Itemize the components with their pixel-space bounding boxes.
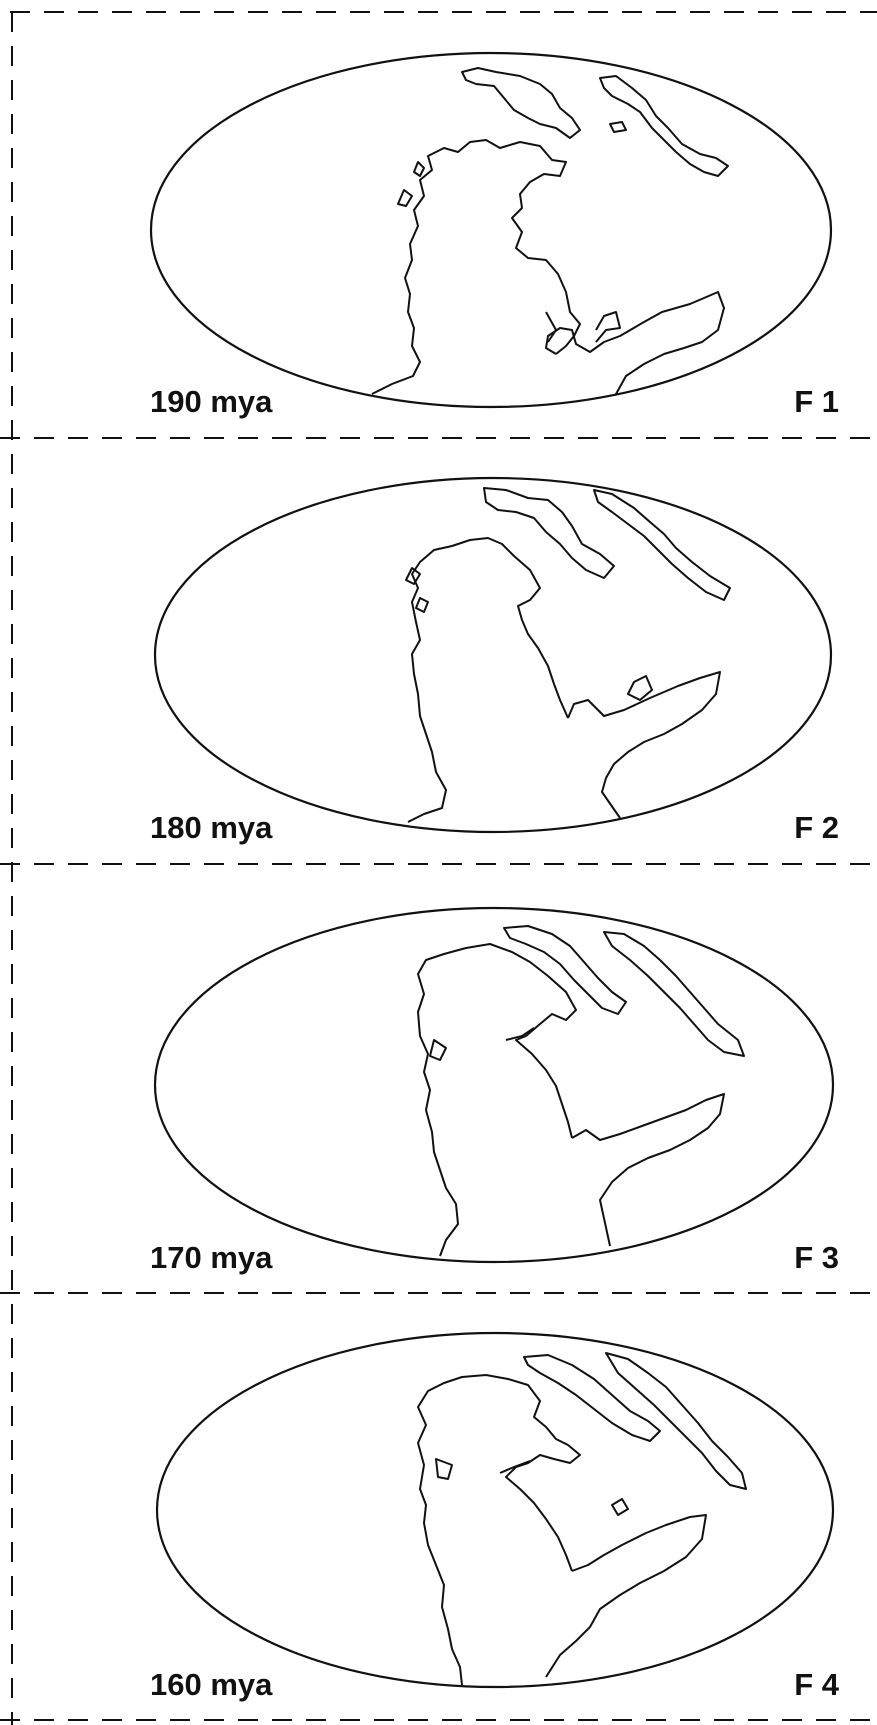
world-map-160-mya bbox=[155, 1331, 835, 1689]
northern-island-2 bbox=[593, 489, 731, 601]
pangaea-coastline-west bbox=[371, 139, 581, 395]
northern-island-1 bbox=[461, 67, 581, 139]
northern-island-1 bbox=[483, 487, 615, 579]
inner-sea-coast bbox=[499, 1460, 531, 1474]
small-islet-1 bbox=[397, 189, 413, 207]
age-label: 180 mya bbox=[150, 810, 273, 845]
globe-outline bbox=[153, 906, 835, 1264]
northern-island-2 bbox=[603, 931, 745, 1057]
small-islet-3 bbox=[609, 121, 627, 133]
frame-label: F 1 bbox=[794, 384, 839, 419]
small-islet-1 bbox=[435, 1458, 453, 1480]
northern-island-1 bbox=[503, 925, 627, 1015]
small-islet-1 bbox=[405, 567, 421, 585]
age-label: 190 mya bbox=[150, 384, 273, 419]
globe-outline bbox=[155, 1331, 835, 1689]
pangaea-coastline-east bbox=[567, 671, 721, 819]
small-islet-2 bbox=[415, 597, 429, 613]
globe-outline bbox=[149, 51, 833, 409]
frame-panel-1: 190 mya F 1 bbox=[0, 12, 877, 438]
pangaea-coastline-east bbox=[545, 291, 725, 395]
small-islet-1 bbox=[429, 1039, 447, 1061]
landmass-outlines bbox=[417, 925, 745, 1257]
inland-lake bbox=[611, 1498, 629, 1516]
landmass-outlines bbox=[405, 487, 731, 823]
pangaea-coastline-east bbox=[571, 1093, 725, 1247]
northern-island-2 bbox=[599, 75, 729, 177]
tethys-inner-coast bbox=[545, 311, 621, 343]
inner-sea-coast bbox=[505, 1027, 535, 1041]
world-map-190-mya bbox=[149, 51, 833, 409]
frame-label: F 4 bbox=[794, 1667, 839, 1702]
landmass-outlines bbox=[417, 1352, 747, 1686]
frame-label: F 3 bbox=[794, 1240, 839, 1275]
pangaea-coastline-west bbox=[417, 1374, 581, 1686]
small-islet-2 bbox=[413, 161, 425, 177]
frame-panel-3: 170 mya F 3 bbox=[0, 864, 877, 1290]
age-label: 170 mya bbox=[150, 1240, 273, 1275]
age-label: 160 mya bbox=[150, 1667, 273, 1702]
pangaea-coastline-west bbox=[417, 943, 577, 1257]
world-map-170-mya bbox=[153, 906, 835, 1264]
frame-label: F 2 bbox=[794, 810, 839, 845]
landmass-outlines bbox=[371, 67, 729, 395]
northern-island-1 bbox=[523, 1354, 661, 1442]
tethys-inner-coast bbox=[627, 675, 653, 701]
frame-panel-4: 160 mya F 4 bbox=[0, 1293, 877, 1719]
northern-island-2 bbox=[605, 1352, 747, 1490]
globe-outline bbox=[153, 476, 833, 834]
frame-panel-2: 180 mya F 2 bbox=[0, 438, 877, 864]
world-map-180-mya bbox=[153, 476, 833, 834]
pangaea-coastline-east bbox=[545, 1514, 707, 1678]
pangaea-coastline-west bbox=[407, 537, 569, 823]
